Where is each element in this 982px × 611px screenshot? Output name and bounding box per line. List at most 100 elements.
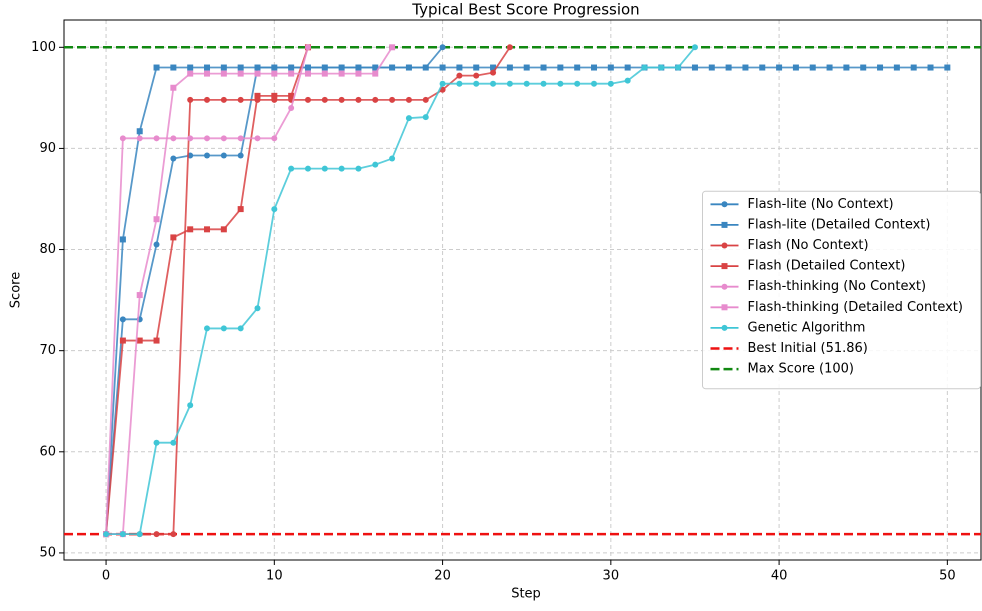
x-tick-label: 10 <box>266 569 283 584</box>
legend-marker <box>721 201 728 208</box>
data-point <box>136 128 143 135</box>
legend-label: Flash-lite (No Context) <box>748 197 894 212</box>
data-point <box>776 64 783 71</box>
data-point <box>136 292 143 299</box>
data-point <box>523 80 530 87</box>
data-point <box>288 70 295 77</box>
legend-label: Flash (No Context) <box>748 238 869 253</box>
data-point <box>372 70 379 77</box>
data-point <box>204 135 211 142</box>
data-point <box>321 64 328 71</box>
data-point <box>389 155 396 162</box>
data-point <box>153 241 160 248</box>
data-point <box>237 96 244 103</box>
data-point <box>860 64 867 71</box>
data-point <box>136 135 143 142</box>
data-point <box>119 531 126 538</box>
x-axis-label: Step <box>511 587 541 602</box>
data-point <box>187 96 194 103</box>
data-point <box>271 135 278 142</box>
data-point <box>557 80 564 87</box>
data-point <box>220 226 227 233</box>
data-point <box>119 316 126 323</box>
y-tick-label: 80 <box>39 242 56 257</box>
data-point <box>691 44 698 51</box>
data-point <box>540 80 547 87</box>
legend-marker <box>721 283 728 290</box>
y-axis-label: Score <box>9 272 24 308</box>
data-point <box>304 44 311 51</box>
data-point <box>591 80 598 87</box>
y-tick-label: 90 <box>39 141 56 156</box>
data-point <box>220 70 227 77</box>
data-point <box>759 64 766 71</box>
data-point <box>220 96 227 103</box>
data-point <box>220 135 227 142</box>
data-point <box>725 64 732 71</box>
data-point <box>389 44 396 51</box>
data-point <box>204 152 211 159</box>
y-tick-label: 100 <box>31 40 56 55</box>
data-point <box>506 64 513 71</box>
legend: Flash-lite (No Context) Flash-lite (Detai… <box>702 190 981 390</box>
data-point <box>254 64 261 71</box>
legend-marker <box>721 324 728 331</box>
data-point <box>304 70 311 77</box>
data-point <box>877 64 884 71</box>
data-point <box>220 152 227 159</box>
legend-label: Flash-thinking (Detailed Context) <box>748 300 963 315</box>
legend-marker <box>721 304 728 311</box>
data-point <box>792 64 799 71</box>
data-point <box>490 69 497 76</box>
data-point <box>809 64 816 71</box>
series-line <box>106 46 696 536</box>
data-point <box>254 70 261 77</box>
data-point <box>540 64 547 71</box>
data-point <box>675 64 682 71</box>
data-point <box>490 64 497 71</box>
data-point <box>304 165 311 172</box>
data-point <box>439 80 446 87</box>
data-point <box>473 64 480 71</box>
data-point <box>927 64 934 71</box>
data-point <box>288 165 295 172</box>
data-point <box>254 305 261 312</box>
data-point <box>422 114 429 121</box>
data-point <box>204 96 211 103</box>
data-point <box>944 64 951 71</box>
data-point <box>338 165 345 172</box>
data-point <box>237 135 244 142</box>
legend-label: Flash (Detailed Context) <box>748 259 906 274</box>
data-point <box>237 64 244 71</box>
x-tick-label: 20 <box>434 569 451 584</box>
data-point <box>338 96 345 103</box>
data-point <box>321 96 328 103</box>
data-point <box>304 64 311 71</box>
data-point <box>355 70 362 77</box>
data-point <box>338 70 345 77</box>
data-point <box>237 206 244 213</box>
chart-title: Typical Best Score Progression <box>411 1 639 19</box>
data-point <box>506 44 513 51</box>
legend-label: Genetic Algorithm <box>748 320 866 335</box>
data-point <box>254 135 261 142</box>
data-point <box>119 135 126 142</box>
data-point <box>456 80 463 87</box>
x-tick-label: 0 <box>102 569 110 584</box>
series-line <box>106 46 393 536</box>
data-point <box>641 64 648 71</box>
data-point <box>237 70 244 77</box>
data-point <box>422 96 429 103</box>
data-point <box>153 337 160 344</box>
data-point <box>557 64 564 71</box>
data-point <box>405 64 412 71</box>
data-point <box>372 161 379 168</box>
data-point <box>103 531 110 538</box>
data-point <box>187 226 194 233</box>
data-point <box>153 64 160 71</box>
data-point <box>187 64 194 71</box>
data-point <box>304 96 311 103</box>
legend-marker <box>721 242 728 249</box>
data-point <box>220 325 227 332</box>
data-point <box>422 64 429 71</box>
